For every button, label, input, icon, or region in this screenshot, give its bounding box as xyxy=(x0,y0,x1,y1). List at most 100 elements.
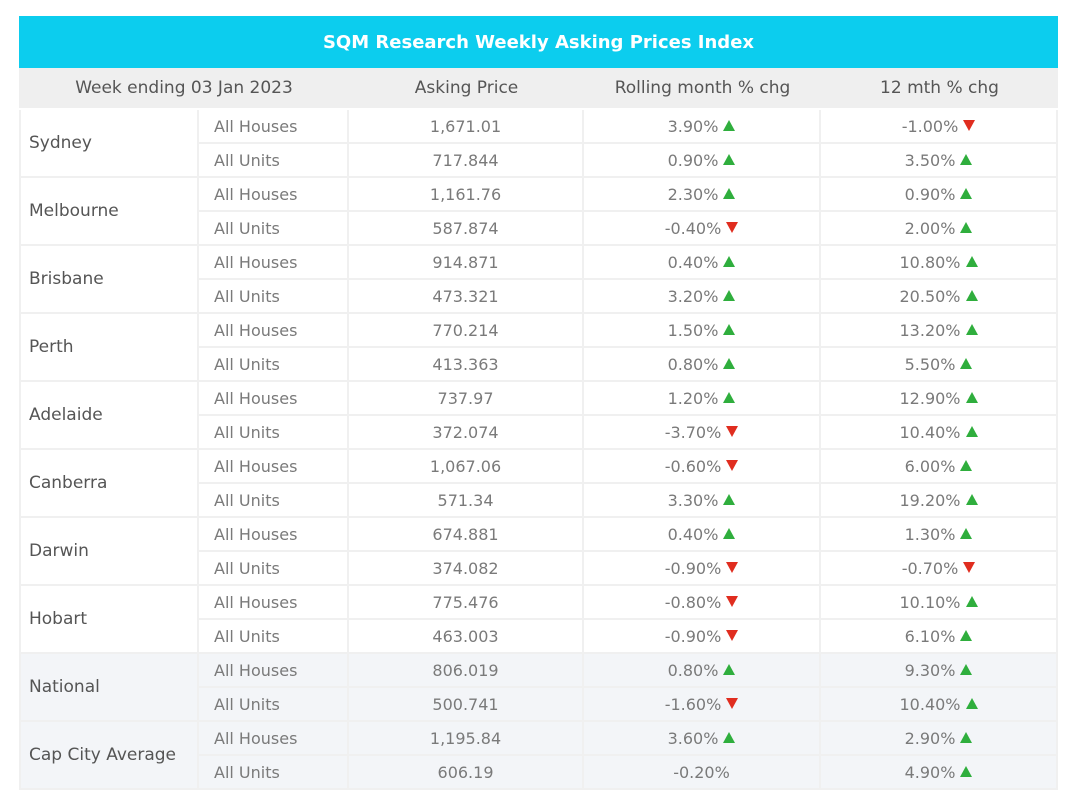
twelve-month-cell: 20.50% xyxy=(821,280,1059,314)
asking-prices-table: Week ending 03 Jan 2023 Asking Price Rol… xyxy=(19,68,1059,790)
twelve-month-cell: 0.90% xyxy=(821,178,1059,212)
table-row: Sydney All Houses 1,671.01 3.90% -1.00% xyxy=(19,110,1059,178)
twelve-month-cell: 3.50% xyxy=(821,144,1059,178)
table-body: Sydney All Houses 1,671.01 3.90% -1.00% All U… xyxy=(19,110,1059,790)
triangle-up-icon xyxy=(965,697,978,709)
property-type: All Units xyxy=(199,280,350,314)
rolling-month-value: -0.60% xyxy=(664,456,722,476)
asking-price-cell: 737.97 xyxy=(349,382,585,416)
city-name: Adelaide xyxy=(19,382,199,450)
city-name: Hobart xyxy=(19,586,199,654)
rolling-month-cell: 3.20% xyxy=(584,280,822,314)
property-type: All Houses xyxy=(199,246,350,280)
twelve-month-value: -1.00% xyxy=(901,116,959,136)
table-row: Darwin All Houses 674.881 0.40% 1.30% xyxy=(19,518,1059,586)
property-type: All Houses xyxy=(199,382,350,416)
rolling-month-value: 0.40% xyxy=(667,252,719,272)
twelve-month-value: 10.80% xyxy=(899,252,961,272)
index-table-container: SQM Research Weekly Asking Prices Index … xyxy=(19,16,1059,790)
rolling-month-cell: -0.90% xyxy=(584,620,822,654)
triangle-down-icon xyxy=(726,459,739,471)
triangle-up-icon xyxy=(723,119,736,131)
twelve-month-value: 20.50% xyxy=(899,286,961,306)
table-row: All Units 463.003 -0.90% 6.10% xyxy=(19,620,1059,654)
rolling-month-cell: 1.20% xyxy=(584,382,822,416)
twelve-month-value: 6.10% xyxy=(904,626,956,646)
twelve-month-cell: 2.00% xyxy=(821,212,1059,246)
rolling-month-value: -1.60% xyxy=(664,694,722,714)
rolling-month-value: 3.60% xyxy=(667,728,719,748)
rolling-month-value: 1.20% xyxy=(667,388,719,408)
property-type: All Units xyxy=(199,144,350,178)
property-type: All Houses xyxy=(199,450,350,484)
rolling-month-value: -0.40% xyxy=(664,218,722,238)
twelve-month-value: 9.30% xyxy=(904,660,956,680)
asking-price-cell: 606.19 xyxy=(349,756,585,790)
table-row: Cap City Average All Houses 1,195.84 3.60% 2… xyxy=(19,722,1059,790)
rolling-month-cell: -0.20% xyxy=(584,756,822,790)
rolling-month-value: 3.90% xyxy=(667,116,719,136)
twelve-month-cell: 13.20% xyxy=(821,314,1059,348)
triangle-up-icon xyxy=(723,663,736,675)
table-row: Hobart All Houses 775.476 -0.80% 10.10% xyxy=(19,586,1059,654)
triangle-up-icon xyxy=(723,527,736,539)
asking-price-cell: 1,067.06 xyxy=(349,450,585,484)
asking-price-cell: 1,161.76 xyxy=(349,178,585,212)
table-row: Melbourne All Houses 1,161.76 2.30% 0.90% xyxy=(19,178,1059,246)
triangle-up-icon xyxy=(965,289,978,301)
asking-price-cell: 500.741 xyxy=(349,688,585,722)
city-name: Melbourne xyxy=(19,178,199,246)
rolling-month-cell: 3.90% xyxy=(584,110,822,144)
triangle-down-icon xyxy=(726,425,739,437)
rolling-month-cell: -0.80% xyxy=(584,586,822,620)
header-12-month: 12 mth % chg xyxy=(821,68,1059,110)
table-row: All Units 372.074 -3.70% 10.40% xyxy=(19,416,1059,450)
twelve-month-cell: -0.70% xyxy=(821,552,1059,586)
asking-price-cell: 374.082 xyxy=(349,552,585,586)
triangle-up-icon xyxy=(723,391,736,403)
triangle-down-icon xyxy=(963,119,976,131)
rolling-month-value: 0.80% xyxy=(667,660,719,680)
table-row: Canberra All Houses 1,067.06 -0.60% 6.00% xyxy=(19,450,1059,518)
rolling-month-cell: 1.50% xyxy=(584,314,822,348)
twelve-month-cell: 1.30% xyxy=(821,518,1059,552)
twelve-month-value: 2.90% xyxy=(904,728,956,748)
twelve-month-value: 0.90% xyxy=(904,184,956,204)
table-row: All Units 500.741 -1.60% 10.40% xyxy=(19,688,1059,722)
city-name: Cap City Average xyxy=(19,722,199,790)
twelve-month-cell: 10.40% xyxy=(821,416,1059,450)
header-row: Week ending 03 Jan 2023 Asking Price Rol… xyxy=(19,68,1059,110)
twelve-month-cell: 6.10% xyxy=(821,620,1059,654)
asking-price-cell: 463.003 xyxy=(349,620,585,654)
triangle-down-icon xyxy=(726,697,739,709)
table-row: All Units 717.844 0.90% 3.50% xyxy=(19,144,1059,178)
rolling-month-cell: -1.60% xyxy=(584,688,822,722)
rolling-month-cell: 0.40% xyxy=(584,246,822,280)
property-type: All Houses xyxy=(199,654,350,688)
twelve-month-value: 3.50% xyxy=(904,150,956,170)
triangle-up-icon xyxy=(965,425,978,437)
rolling-month-value: -3.70% xyxy=(664,422,722,442)
asking-price-cell: 1,671.01 xyxy=(349,110,585,144)
asking-price-cell: 717.844 xyxy=(349,144,585,178)
triangle-up-icon xyxy=(723,357,736,369)
triangle-up-icon xyxy=(960,153,973,165)
twelve-month-cell: -1.00% xyxy=(821,110,1059,144)
asking-price-cell: 413.363 xyxy=(349,348,585,382)
rolling-month-value: 3.20% xyxy=(667,286,719,306)
table-row: Perth All Houses 770.214 1.50% 13.20% xyxy=(19,314,1059,382)
rolling-month-value: 0.80% xyxy=(667,354,719,374)
triangle-up-icon xyxy=(960,765,973,777)
asking-price-cell: 1,195.84 xyxy=(349,722,585,756)
twelve-month-cell: 5.50% xyxy=(821,348,1059,382)
twelve-month-value: 1.30% xyxy=(904,524,956,544)
twelve-month-value: 10.40% xyxy=(899,422,961,442)
triangle-up-icon xyxy=(960,527,973,539)
city-name: Sydney xyxy=(19,110,199,178)
asking-price-cell: 473.321 xyxy=(349,280,585,314)
table-row: National All Houses 806.019 0.80% 9.30% xyxy=(19,654,1059,722)
table-row: All Units 413.363 0.80% 5.50% xyxy=(19,348,1059,382)
city-name: Canberra xyxy=(19,450,199,518)
rolling-month-cell: 3.60% xyxy=(584,722,822,756)
triangle-down-icon xyxy=(726,561,739,573)
